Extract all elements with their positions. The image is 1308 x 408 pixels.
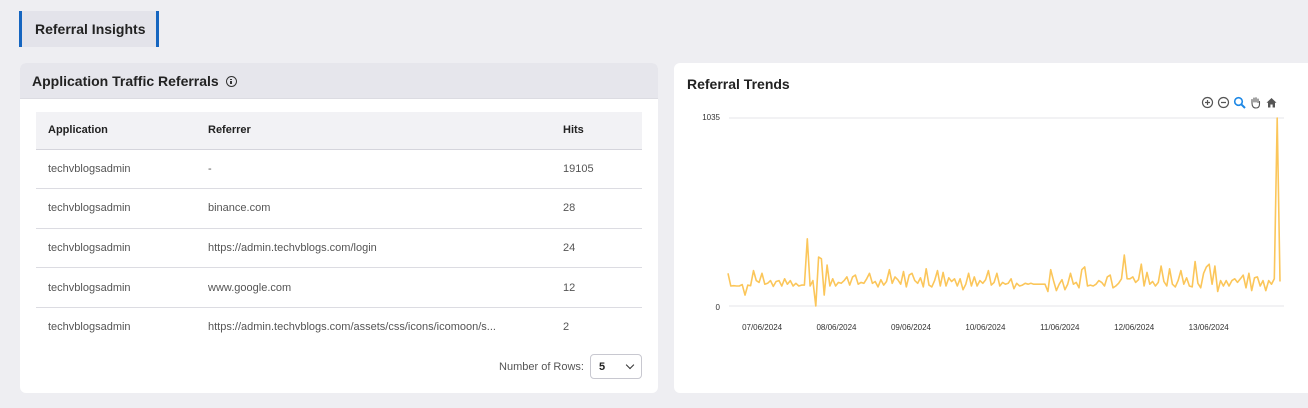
cell-referrer: https://admin.techvblogs.com/login [208, 228, 563, 269]
cell-application: techvblogsadmin [48, 321, 131, 334]
zoom-out-icon[interactable] [1217, 96, 1230, 109]
x-tick-label: 09/06/2024 [891, 323, 932, 332]
table-row[interactable]: techvblogsadmin https://admin.techvblogs… [36, 307, 642, 347]
cell-hits: 28 [563, 188, 642, 229]
rows-per-page-control: Number of Rows: 5 [499, 354, 642, 379]
cell-hits: 24 [563, 228, 642, 269]
table-row[interactable]: techvblogsadmin www.google.com 12 [36, 267, 642, 308]
home-reset-icon[interactable] [1265, 96, 1278, 109]
traffic-card-header: Application Traffic Referrals [20, 63, 658, 99]
column-header-hits[interactable]: Hits [563, 112, 642, 150]
y-tick-label-max: 1035 [702, 113, 720, 122]
x-tick-label: 13/06/2024 [1189, 323, 1230, 332]
cell-application: techvblogsadmin [36, 267, 208, 308]
cell-application: techvblogsadmin [36, 228, 208, 269]
referral-insights-tab[interactable]: Referral Insights [19, 11, 159, 47]
traffic-card-title: Application Traffic Referrals [32, 72, 219, 89]
rows-per-page-value: 5 [599, 360, 606, 373]
info-icon[interactable] [225, 76, 237, 87]
chevron-down-icon [625, 360, 635, 369]
rows-per-page-label: Number of Rows: [499, 360, 584, 373]
referral-insights-tab-label: Referral Insights [35, 21, 146, 37]
chart-title: Referral Trends [687, 76, 790, 92]
column-header-application[interactable]: Application [36, 112, 208, 150]
referral-trends-card: Referral Trends 1035 0 07/06/2024 08/06/2… [674, 63, 1308, 393]
cell-application: techvblogsadmin [36, 188, 208, 229]
x-tick-label: 08/06/2024 [816, 323, 857, 332]
referrals-table: Application Referrer Hits techvblogsadmi… [36, 112, 642, 347]
zoom-select-icon[interactable] [1233, 96, 1246, 109]
rows-per-page-select[interactable]: 5 [590, 354, 642, 379]
pan-hand-icon[interactable] [1249, 96, 1262, 109]
cell-referrer: binance.com [208, 188, 563, 229]
chart-toolbar [1201, 96, 1278, 109]
application-traffic-referrals-card: Application Traffic Referrals Applicatio… [20, 63, 658, 393]
zoom-in-icon[interactable] [1201, 96, 1214, 109]
x-tick-label: 10/06/2024 [965, 323, 1006, 332]
x-tick-label: 12/06/2024 [1114, 323, 1155, 332]
table-header-row: Application Referrer Hits [36, 112, 642, 150]
cell-referrer: www.google.com [208, 267, 563, 308]
referrals-series-line [727, 117, 1281, 307]
referral-trends-chart: 1035 0 07/06/2024 08/06/2024 09/06/2024 10/… [702, 113, 1284, 332]
cell-hits: 2 [563, 321, 570, 334]
column-header-referrer[interactable]: Referrer [208, 112, 563, 150]
x-tick-label: 07/06/2024 [742, 323, 783, 332]
cell-application: techvblogsadmin [36, 149, 208, 190]
table-row[interactable]: techvblogsadmin binance.com 28 [36, 188, 642, 229]
table-row[interactable]: techvblogsadmin https://admin.techvblogs… [36, 228, 642, 269]
cell-referrer: https://admin.techvblogs.com/assets/css/… [208, 321, 496, 334]
cell-hits: 19105 [563, 149, 642, 190]
cell-referrer: - [208, 149, 563, 190]
table-row[interactable]: techvblogsadmin - 19105 [36, 149, 642, 190]
cell-hits: 12 [563, 267, 642, 308]
y-tick-label-min: 0 [716, 303, 721, 312]
x-tick-label: 11/06/2024 [1040, 323, 1080, 332]
x-axis-ticks: 07/06/2024 08/06/2024 09/06/2024 10/06/2024… [742, 323, 1229, 332]
